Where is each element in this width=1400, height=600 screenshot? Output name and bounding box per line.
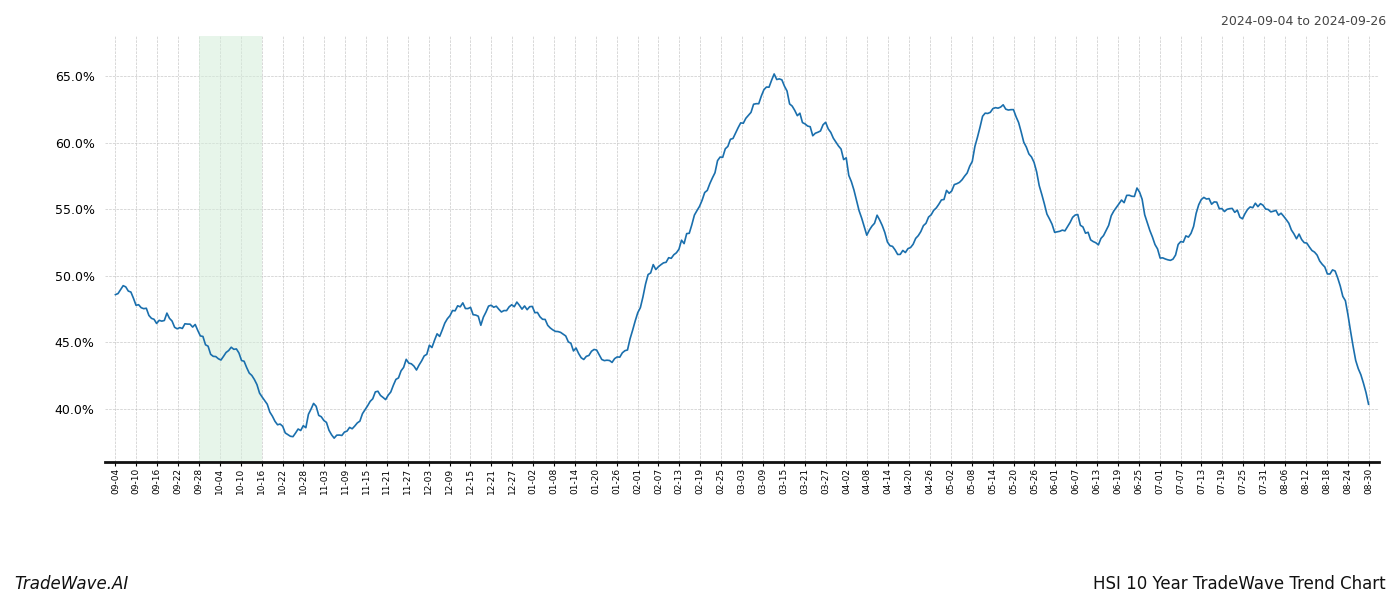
- Bar: [199, 36, 262, 462]
- Text: TradeWave.AI: TradeWave.AI: [14, 575, 129, 593]
- Text: HSI 10 Year TradeWave Trend Chart: HSI 10 Year TradeWave Trend Chart: [1093, 575, 1386, 593]
- Text: 2024-09-04 to 2024-09-26: 2024-09-04 to 2024-09-26: [1221, 15, 1386, 28]
